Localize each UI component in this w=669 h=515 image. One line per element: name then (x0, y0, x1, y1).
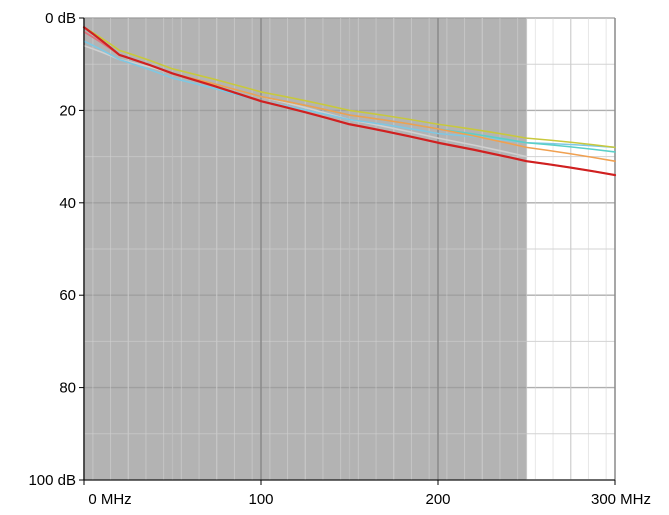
x-tick-label: 300 MHz (591, 491, 651, 508)
y-tick-label: 20 (59, 102, 76, 119)
series-line-4 (83, 26, 616, 149)
x-tick-label: 200 (425, 491, 450, 508)
y-tick-label: 100 dB (28, 472, 76, 489)
series-layer (82, 26, 617, 177)
x-tick-label: 100 (248, 491, 273, 508)
series-line-7 (82, 26, 617, 177)
grid-layer (83, 17, 616, 481)
x-tick-label: 0 MHz (88, 491, 131, 508)
y-tick-label: 0 dB (45, 10, 76, 27)
tick-label-layer: 0 dB 20 40 60 80 100 dB 0 MHz 100 200 300 MHz (28, 10, 651, 508)
axis-layer (79, 17, 616, 485)
y-tick-label: 80 (59, 380, 76, 397)
y-tick-label: 60 (59, 287, 76, 304)
y-tick-label: 40 (59, 195, 76, 212)
